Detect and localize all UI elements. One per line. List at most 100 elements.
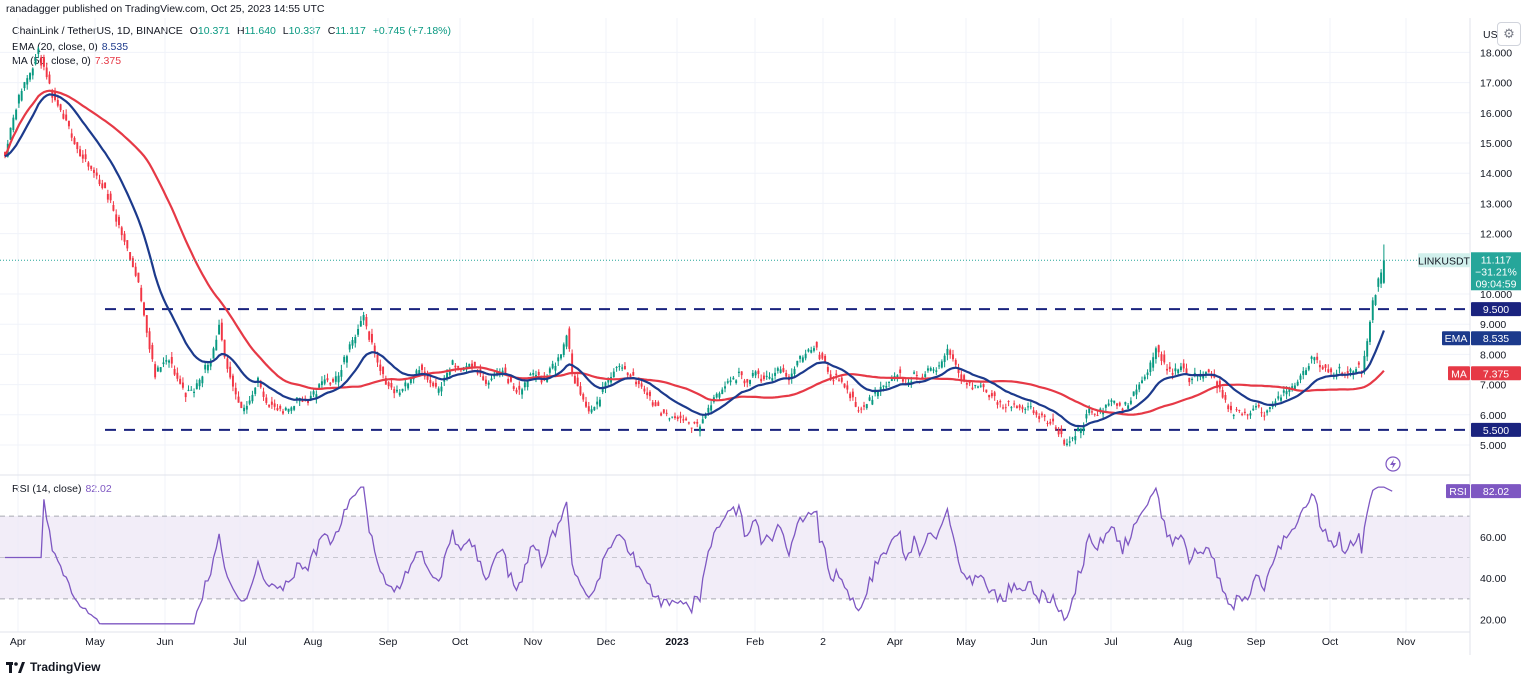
candle-body <box>793 368 796 375</box>
candle-body <box>607 377 610 383</box>
candle-body <box>190 389 193 391</box>
candle-body <box>1241 413 1244 415</box>
candle-body <box>838 379 840 381</box>
rsi-axis: 60.00 40.00 20.00 <box>1480 532 1506 627</box>
candle-body <box>1369 321 1371 342</box>
candle-body <box>835 373 838 376</box>
candle-body <box>518 385 521 390</box>
candle-body <box>1113 400 1116 403</box>
candle-body <box>921 376 924 378</box>
candle-body <box>813 348 815 351</box>
candle-body <box>262 391 265 397</box>
candle-body <box>1249 413 1252 416</box>
candle-body <box>62 113 65 119</box>
candle-body <box>1313 357 1316 361</box>
candle-body <box>1124 402 1127 405</box>
symbol-badge: LINKUSDT <box>1418 255 1471 267</box>
candle-body <box>329 382 332 385</box>
candle-body <box>1132 391 1135 396</box>
candle-body <box>440 386 443 392</box>
candle-body <box>863 405 865 407</box>
candle-body <box>668 418 671 420</box>
candle-body <box>362 315 365 321</box>
candle-body <box>562 344 565 356</box>
candle-body <box>771 378 774 381</box>
rsi-tick-label: 40.00 <box>1480 573 1506 585</box>
candle-body <box>1288 388 1291 392</box>
candle-body <box>1057 429 1060 435</box>
candle-body <box>523 382 526 388</box>
candle-body <box>601 386 604 393</box>
candle-body <box>699 426 701 432</box>
price-tick-label: 5.000 <box>1480 440 1506 452</box>
price-tick-label: 17.000 <box>1480 78 1512 90</box>
candle-body <box>1024 409 1027 411</box>
candle-body <box>760 378 763 382</box>
candle-body <box>1307 366 1310 370</box>
candle-body <box>487 382 490 385</box>
candle-body <box>849 393 852 399</box>
candle-body <box>888 381 891 383</box>
candle-body <box>1257 404 1260 407</box>
candle-body <box>810 350 813 353</box>
candle-body <box>1049 421 1052 424</box>
candle-body <box>1291 386 1294 390</box>
candle-body <box>1143 376 1146 380</box>
candle-body <box>724 386 726 389</box>
tradingview-logo[interactable]: TradingView <box>6 660 100 674</box>
candle-body <box>529 374 532 376</box>
candle-body <box>804 353 807 359</box>
candle-body <box>946 348 949 356</box>
candle-body <box>882 385 885 387</box>
candle-body <box>337 375 340 383</box>
candle-body <box>1021 406 1024 410</box>
rsi-legend[interactable]: RSI (14, close) 82.02 <box>12 483 112 495</box>
candle-body <box>743 380 746 384</box>
candle-body <box>1243 411 1246 413</box>
candle-body <box>629 374 632 378</box>
candle-body <box>1227 405 1230 410</box>
candle-body <box>532 373 535 375</box>
settings-gear-icon[interactable]: ⚙ <box>1497 22 1521 46</box>
candle-body <box>1182 363 1185 369</box>
candle-body <box>95 172 98 176</box>
candle-body <box>1179 366 1182 371</box>
candle-body <box>446 373 448 378</box>
candle-body <box>674 416 676 419</box>
candle-body <box>879 386 882 392</box>
candle-body <box>1185 368 1188 374</box>
candle-body <box>988 394 991 398</box>
candle-body <box>26 78 29 85</box>
candle-body <box>732 377 735 380</box>
candle-body <box>1152 357 1155 368</box>
candle-body <box>729 380 732 383</box>
candle-body <box>1168 366 1171 370</box>
candle-body <box>1268 407 1271 409</box>
ema-legend[interactable]: EMA (20, close, 0) 8.535 <box>12 41 129 53</box>
candle-body <box>187 389 190 391</box>
candle-body <box>1046 422 1049 424</box>
candle-body <box>176 372 179 379</box>
ma-legend[interactable]: MA (50, close, 0) 7.375 <box>12 55 122 67</box>
candle-body <box>173 368 176 375</box>
candle-body <box>48 74 51 84</box>
candle-body <box>626 372 629 376</box>
alert-icon[interactable] <box>1385 456 1401 472</box>
candle-body <box>248 400 251 404</box>
symbol-title[interactable]: ChainLink / TetherUS, 1D, BINANCE <box>12 25 183 37</box>
candle-body <box>345 356 348 363</box>
candle-body <box>957 367 960 374</box>
candle-body <box>687 422 690 424</box>
candle-body <box>982 384 985 388</box>
candle-body <box>915 374 918 377</box>
candle-body <box>1191 378 1194 381</box>
time-tick-label: 2 <box>820 636 826 648</box>
candle-body <box>665 412 668 414</box>
candle-body <box>851 391 854 398</box>
candle-body <box>315 394 318 399</box>
candle-body <box>1116 403 1118 406</box>
candle-body <box>949 350 952 355</box>
candle-body <box>1013 403 1016 405</box>
candle-body <box>270 401 273 405</box>
